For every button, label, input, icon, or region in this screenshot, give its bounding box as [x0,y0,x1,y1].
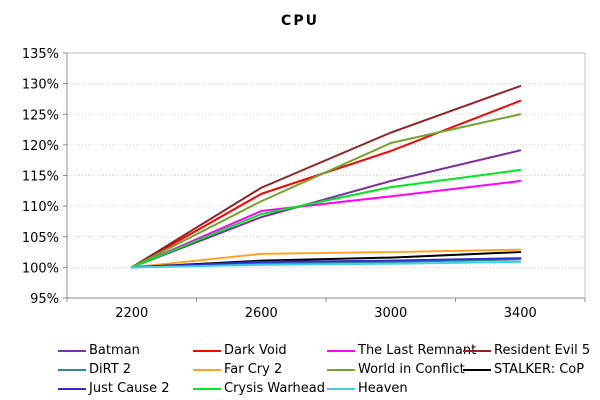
legend-label: STALKER: CoP [494,362,585,377]
chart-legend: Batman Dark Void The Last Remnant Resident … [58,341,598,398]
legend-swatch-the-last-remnant [327,349,355,352]
x-tick-label: 2200 [115,306,148,321]
legend-swatch-dirt-2 [58,368,86,371]
legend-swatch-dark-void [193,349,221,352]
x-tick-label: 2600 [245,306,278,321]
series-line-resident-evil-5 [130,85,522,269]
legend-label: Far Cry 2 [224,362,283,377]
y-tick-label: 105% [22,231,59,246]
legend-item-batman: Batman [58,343,193,358]
legend-item-dirt-2: DiRT 2 [58,362,193,377]
legend-label: Heaven [358,381,408,396]
legend-item-crysis-warhead: Crysis Warhead [193,381,327,396]
series-line-crysis-warhead [130,168,522,269]
y-tick-label: 115% [22,170,59,185]
legend-item-dark-void: Dark Void [193,343,327,358]
chart-title: CPU [281,13,319,29]
legend-item-world-in-conflict: World in Conflict [327,362,465,377]
legend-label: The Last Remnant [358,343,477,358]
legend-swatch-far-cry-2 [193,368,221,371]
y-tick-label: 135% [22,47,59,62]
legend-label: Batman [89,343,140,358]
series-line-batman [130,149,522,269]
legend-swatch-just-cause-2 [58,387,86,390]
series-line-far-cry-2 [130,248,522,269]
legend-label: Resident Evil 5 [494,343,591,358]
y-tick-label: 110% [22,200,59,215]
legend-label: World in Conflict [358,362,465,377]
legend-swatch-heaven [327,387,355,390]
legend-item-far-cry-2: Far Cry 2 [193,362,327,377]
legend-swatch-world-in-conflict [327,368,355,371]
legend-label: DiRT 2 [89,362,132,377]
x-tick-label: 3000 [374,306,407,321]
legend-label: Dark Void [224,343,287,358]
series-line-the-last-remnant [130,180,522,269]
legend-item-just-cause-2: Just Cause 2 [58,381,193,396]
x-tick-label: 3400 [504,306,537,321]
legend-item-resident-evil-5: Resident Evil 5 [463,343,598,358]
legend-label: Crysis Warhead [224,381,325,396]
series-line-world-in-conflict [130,113,522,269]
series-line-heaven [130,260,522,269]
y-tick-label: 100% [22,261,59,276]
legend-swatch-resident-evil-5 [463,349,491,352]
legend-swatch-batman [58,349,86,352]
legend-item-heaven: Heaven [327,381,463,396]
plot-area: 135% 130% 125% 120% 115% 110% 105% 100% 95% 2200 2… [22,47,586,321]
y-tick-label: 125% [22,108,59,123]
legend-swatch-stalker-cop [463,368,491,371]
legend-swatch-crysis-warhead [193,387,221,390]
legend-label: Just Cause 2 [89,381,170,396]
y-tick-label: 120% [22,139,59,154]
legend-item-the-last-remnant: The Last Remnant [327,343,476,358]
y-tick-label: 130% [22,78,59,93]
legend-item-stalker-cop: STALKER: CoP [463,362,598,377]
series-line-just-cause-2 [130,257,522,269]
y-tick-label: 95% [30,292,59,307]
